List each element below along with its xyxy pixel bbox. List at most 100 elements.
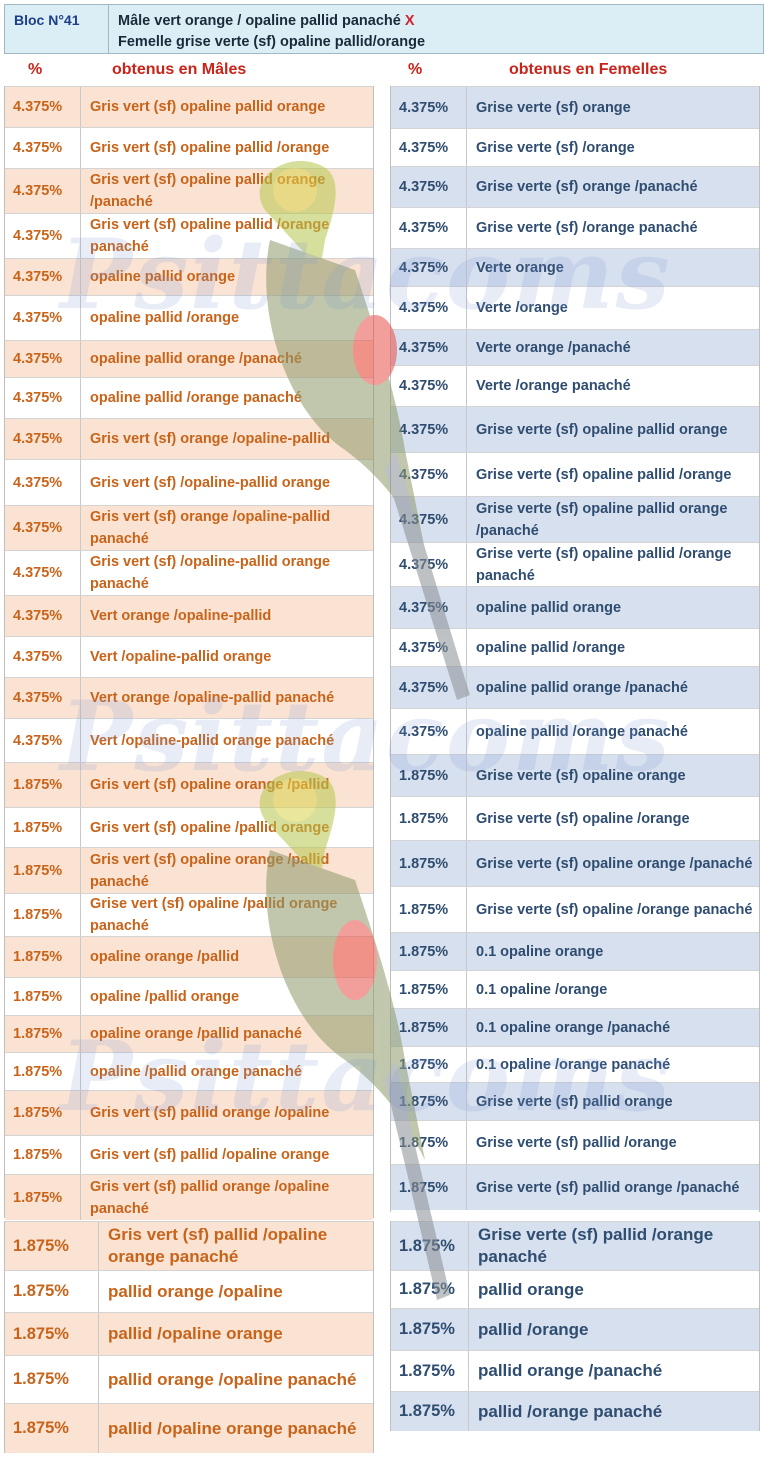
genotype-cell: Grise verte (sf) pallid /orange (476, 1134, 677, 1151)
percentage-cell: 4.375% (5, 296, 81, 340)
percentage-cell: 4.375% (5, 419, 81, 459)
percentage-cell: 1.875% (5, 894, 81, 936)
males-table-large: 1.875% Gris vert (sf) pallid /opaline ora… (4, 1221, 374, 1453)
female-parent: Femelle grise verte (sf) opaline pallid/… (118, 34, 426, 50)
percentage-cell: 1.875% (391, 1165, 467, 1210)
table-row: 1.875% 0.1 opaline /orange (391, 970, 759, 1008)
percentage-cell: 1.875% (391, 755, 467, 796)
percentage-cell: 1.875% (5, 1313, 99, 1355)
genotype-cell: Gris vert (sf) opaline /pallid orange (90, 819, 330, 836)
genotype-cell: Grise verte (sf) pallid orange (476, 1093, 673, 1110)
percentage-cell: 1.875% (391, 841, 467, 886)
percentage-cell: 4.375% (5, 596, 81, 636)
genotype-cell: Verte /orange panaché (476, 378, 631, 394)
females-table-large: 1.875% Grise verte (sf) pallid /orange pa… (390, 1221, 760, 1431)
table-row: 4.375% Gris vert (sf) opaline pallid /ora… (5, 127, 373, 168)
percentage-cell: 4.375% (391, 587, 467, 628)
percentage-cell: 1.875% (391, 1009, 467, 1046)
percentage-cell: 1.875% (5, 808, 81, 847)
percentage-cell: 1.875% (5, 848, 81, 893)
table-row: 4.375% opaline pallid orange /panaché (391, 666, 759, 708)
table-row: 4.375% Gris vert (sf) /opaline-pallid ora… (5, 459, 373, 505)
genotype-cell: Gris vert (sf) /opaline-pallid orange (90, 474, 331, 491)
table-row: 4.375% Verte orange /panaché (391, 329, 759, 365)
percentage-cell: 4.375% (391, 453, 467, 496)
table-row: 1.875% 0.1 opaline orange /panaché (391, 1008, 759, 1046)
genotype-cell: pallid orange (478, 1279, 584, 1299)
table-row: 1.875% Grise verte (sf) opaline orange /p… (391, 840, 759, 886)
percentage-cell: 1.875% (391, 1047, 467, 1082)
percentage-cell: 4.375% (391, 543, 467, 586)
percentage-cell: 4.375% (5, 128, 81, 168)
percentage-cell: 1.875% (391, 971, 467, 1008)
table-row: 4.375% Vert /opaline-pallid orange panach… (5, 718, 373, 762)
percentage-cell: 1.875% (5, 1053, 81, 1090)
table-row: 1.875% opaline /pallid orange (5, 977, 373, 1015)
table-row: 4.375% opaline pallid /orange (5, 295, 373, 340)
genotype-cell: Grise vert (sf) opaline /pallid orange p… (90, 896, 338, 934)
genotype-cell: Grise verte (sf) opaline /orange (476, 810, 690, 827)
percentage-cell: 4.375% (391, 249, 467, 286)
genotype-cell: pallid /orange (478, 1319, 589, 1339)
table-row: 4.375% Grise verte (sf) opaline pallid /o… (391, 542, 759, 586)
males-title: obtenus en Mâles (112, 61, 247, 78)
genotype-cell: opaline pallid orange /panaché (476, 679, 688, 696)
percentage-cell: 1.875% (391, 1351, 469, 1391)
table-row: 1.875% Gris vert (sf) pallid orange /opal… (5, 1090, 373, 1135)
table-row: 1.875% pallid orange /opaline panaché (5, 1355, 373, 1403)
percentage-cell: 4.375% (391, 709, 467, 754)
percentage-cell: 1.875% (391, 797, 467, 840)
table-row: 1.875% opaline orange /pallid (5, 936, 373, 977)
table-row: 4.375% Verte /orange (391, 286, 759, 329)
table-row: 1.875% Grise verte (sf) opaline /orange (391, 796, 759, 840)
genotype-cell: Gris vert (sf) opaline orange /pallid pa… (90, 851, 330, 890)
table-row: 1.875% pallid /opaline orange panaché (5, 1403, 373, 1453)
males-heading: % obtenus en Mâles (28, 58, 368, 84)
bloc-number: Bloc N°41 (5, 5, 109, 53)
females-pct-header: % (408, 61, 423, 78)
table-row: 4.375% Grise verte (sf) orange (391, 86, 759, 128)
percentage-cell: 1.875% (391, 1309, 469, 1350)
percentage-cell: 4.375% (5, 259, 81, 295)
table-row: 1.875% Grise verte (sf) opaline /orange p… (391, 886, 759, 932)
percentage-cell: 1.875% (5, 978, 81, 1015)
table-row: 1.875% Grise verte (sf) opaline orange (391, 754, 759, 796)
genotype-cell: Grise verte (sf) opaline orange /panaché (476, 855, 753, 872)
table-row: 4.375% Gris vert (sf) opaline pallid /ora… (5, 213, 373, 258)
percentage-cell: 4.375% (391, 129, 467, 166)
table-row: 1.875% 0.1 opaline /orange panaché (391, 1046, 759, 1082)
males-pct-header: % (28, 61, 43, 78)
genotype-cell: opaline orange /pallid (90, 949, 240, 965)
table-row: 4.375% Grise verte (sf) opaline pallid or… (391, 406, 759, 452)
genotype-cell: Gris vert (sf) /opaline-pallid orange pa… (90, 554, 331, 592)
table-row: 4.375% Grise verte (sf) /orange panaché (391, 207, 759, 248)
table-row: 4.375% Gris vert (sf) /opaline-pallid ora… (5, 550, 373, 595)
genotype-cell: opaline pallid orange (90, 269, 236, 285)
genotype-cell: Grise verte (sf) /orange panaché (476, 220, 698, 236)
genotype-cell: opaline pallid /orange (90, 310, 240, 326)
table-row: 4.375% Gris vert (sf) opaline pallid oran… (5, 86, 373, 127)
genotype-cell: Gris vert (sf) pallid /opaline orange (90, 1147, 330, 1163)
genotype-cell: Grise verte (sf) opaline pallid /orange … (476, 545, 732, 584)
table-row: 4.375% Vert /opaline-pallid orange (5, 636, 373, 677)
percentage-cell: 4.375% (5, 719, 81, 762)
genotype-cell: Grise verte (sf) pallid /orange panaché (478, 1225, 714, 1266)
percentage-cell: 1.875% (5, 763, 81, 807)
females-heading: % obtenus en Femelles (408, 58, 748, 84)
percentage-cell: 4.375% (391, 167, 467, 207)
genotype-cell: Verte /orange (476, 300, 568, 316)
genotype-cell: Gris vert (sf) opaline orange /pallid (90, 777, 330, 793)
male-parent: Mâle vert orange / opaline pallid panach… (118, 13, 401, 29)
genotype-cell: opaline pallid /orange (476, 639, 626, 656)
table-row: 1.875% Grise vert (sf) opaline /pallid or… (5, 893, 373, 936)
percentage-cell: 1.875% (5, 1136, 81, 1174)
table-row: 1.875% pallid orange (391, 1270, 759, 1308)
genotype-cell: Gris vert (sf) opaline pallid orange (90, 99, 326, 115)
percentage-cell: 4.375% (391, 208, 467, 248)
genotype-cell: pallid orange /opaline panaché (108, 1369, 357, 1389)
cross-symbol: X (404, 13, 415, 29)
percentage-cell: 1.875% (5, 937, 81, 977)
percentage-cell: 4.375% (391, 330, 467, 365)
genotype-cell: opaline pallid /orange panaché (476, 723, 688, 740)
table-row: 1.875% 0.1 opaline orange (391, 932, 759, 970)
